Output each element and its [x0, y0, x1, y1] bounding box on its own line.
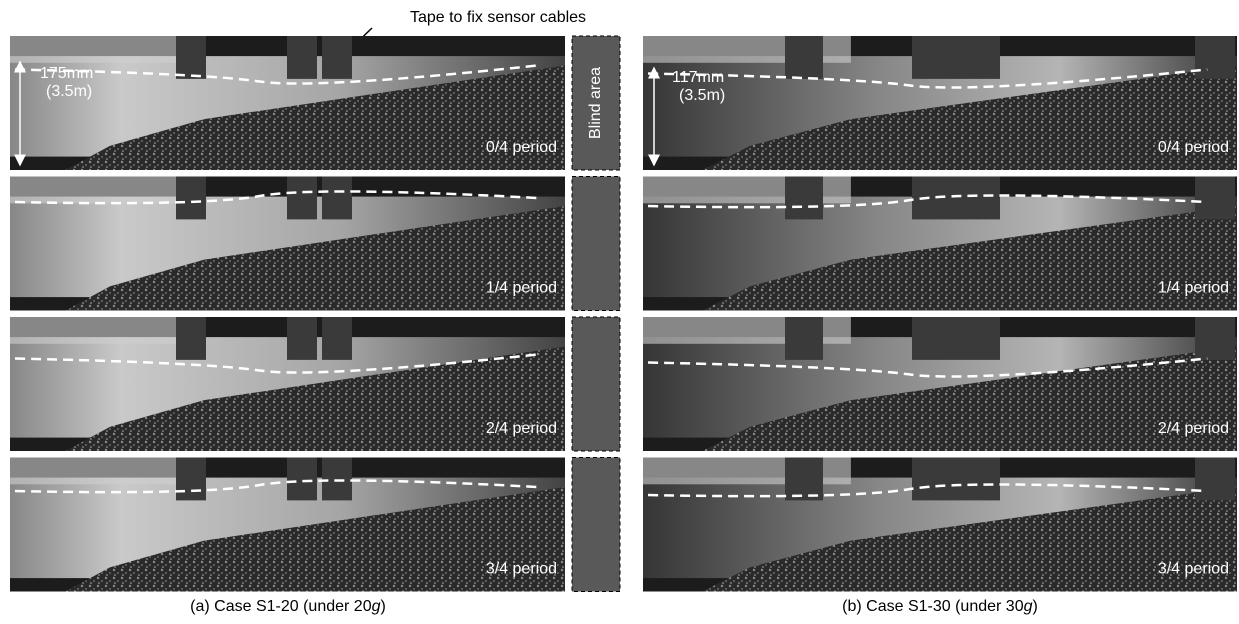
sensor [287, 458, 317, 501]
caption-part: ) [1033, 598, 1038, 615]
sensor [176, 458, 206, 501]
sensor [322, 458, 352, 501]
sensor [912, 317, 960, 360]
caption-part: (a) Case S1-20 (under 20 [190, 598, 372, 615]
sensor [912, 36, 960, 79]
sensor [960, 317, 1000, 360]
blind-area [572, 177, 620, 311]
sensor [176, 36, 206, 79]
depth-label: 175mm [40, 65, 93, 82]
caption-part: g [1024, 598, 1033, 615]
sensor [960, 458, 1000, 501]
sensor [912, 458, 960, 501]
blind-area-label: Blind area [587, 67, 604, 139]
caption-part: (b) Case S1-30 (under 30 [842, 598, 1024, 615]
sensor [176, 317, 206, 360]
sensor [322, 317, 352, 360]
sensor [960, 36, 1000, 79]
annotation: Tape to fix sensor cables [410, 9, 586, 26]
sensor [1195, 36, 1235, 79]
sensor [785, 317, 823, 360]
sky-glow [10, 458, 204, 485]
sensor [1195, 317, 1235, 360]
period-label: 0/4 period [1158, 139, 1229, 156]
scale-label: (3.5m) [679, 87, 725, 104]
caption-part: ) [381, 598, 386, 615]
sensor [960, 177, 1000, 220]
sky-glow [10, 177, 204, 204]
period-label: 3/4 period [1158, 561, 1229, 578]
period-label: 1/4 period [1158, 280, 1229, 297]
sensor [785, 458, 823, 501]
period-label: 0/4 period [486, 139, 557, 156]
caption: (a) Case S1-20 (under 20g) [190, 598, 386, 615]
blind-area [572, 317, 620, 451]
period-label: 2/4 period [1158, 420, 1229, 437]
period-label: 2/4 period [486, 420, 557, 437]
caption-part: g [372, 598, 381, 615]
sensor [785, 177, 823, 220]
sensor [287, 36, 317, 79]
sensor [322, 177, 352, 220]
sky-glow [10, 317, 204, 344]
scale-label: (3.5m) [46, 83, 92, 100]
sensor [287, 177, 317, 220]
sensor [1195, 458, 1235, 501]
sensor [176, 177, 206, 220]
blind-area [572, 458, 620, 592]
period-label: 1/4 period [486, 280, 557, 297]
sensor [785, 36, 823, 79]
sensor [322, 36, 352, 79]
sky-glow [10, 36, 204, 63]
figure: Tape to fix sensor cables 0/4 period Blin… [0, 0, 1239, 624]
sensor [1195, 177, 1235, 220]
period-label: 3/4 period [486, 561, 557, 578]
sensor [287, 317, 317, 360]
caption: (b) Case S1-30 (under 30g) [842, 598, 1038, 615]
depth-label: 117mm [672, 69, 724, 86]
